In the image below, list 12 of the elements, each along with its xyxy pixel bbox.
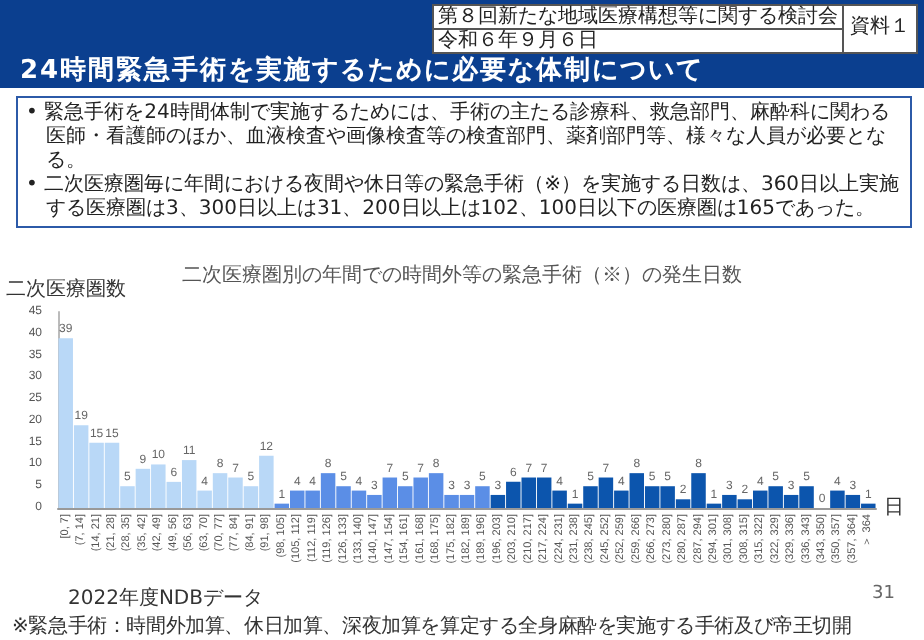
- text: 令和６年９月６日: [434, 28, 842, 52]
- text: ※緊急手術：時間外加算、休日加算、深夜加算を算定する全身麻酔を実施する手術及び帝王切開: [12, 613, 852, 640]
- text: 2022年度NDBデータ: [68, 585, 263, 612]
- text: 第８回新たな地域医療構想等に関する検討会: [436, 6, 840, 28]
- x-axis-title: 日: [884, 497, 904, 519]
- chart-title: 二次医療圏別の年間での時間外等の緊急手術（※）の発生日数: [182, 263, 742, 287]
- text: • 緊急手術を24時間体制で実施するためには、手術の主たる診療科、救急部門、麻酔科に関わる医師・看護師のほか、血液検査や画像検査等の検査部門、薬剤部門等、様々な人員が必要となる。: [26, 102, 892, 173]
- text: 24時間緊急手術を実施するために必要な体制について: [20, 53, 705, 88]
- y-axis-title: 二次医療圏数: [6, 277, 126, 301]
- text: 資料１: [848, 13, 912, 42]
- text: 31: [872, 584, 895, 604]
- text: • 二次医療圏毎に年間における夜間や休日等の緊急手術（※）を実施する日数は、360日以上実施する医療圏は3、300日以上は31、200日以上は102、100日以下の医療圏は165であった。: [26, 174, 902, 222]
